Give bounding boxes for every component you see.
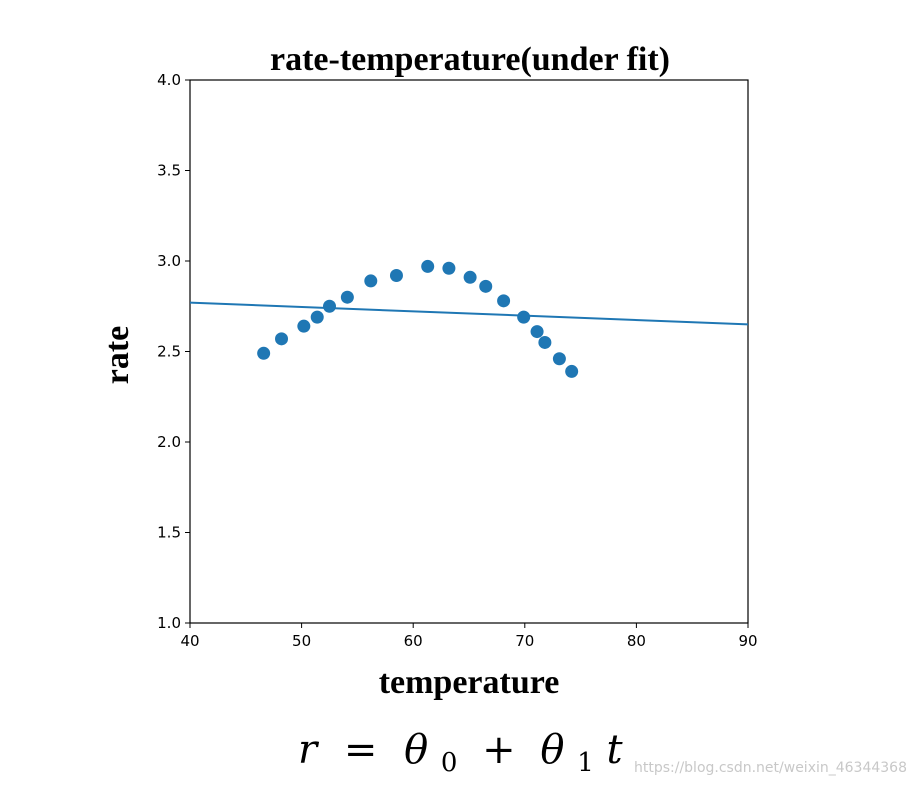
x-tick-label: 60 (404, 632, 423, 650)
chart-title: rate-temperature(under fit) (270, 41, 670, 78)
formula-t: t (606, 727, 623, 773)
formula-sub0: 0 (441, 748, 458, 778)
y-tick-label: 1.5 (157, 524, 181, 542)
formula-theta0: θ (404, 727, 428, 773)
x-tick-label: 90 (738, 632, 757, 650)
plot-frame (189, 79, 749, 624)
x-tick-label: 80 (627, 632, 646, 650)
data-point (463, 270, 477, 284)
data-point (442, 261, 456, 275)
x-tick-label: 40 (180, 632, 199, 650)
formula-theta1: θ (540, 727, 564, 773)
formula: r = θ 0 + θ 1 t (298, 727, 623, 781)
data-point (389, 268, 403, 282)
formula-equals: = (344, 727, 378, 773)
formula-plus: + (482, 727, 516, 773)
y-axis-label: rate (99, 326, 136, 385)
data-point (257, 346, 271, 360)
data-point (479, 279, 493, 293)
data-point (497, 294, 511, 308)
y-tick-label: 2.5 (157, 343, 181, 361)
watermark: https://blog.csdn.net/weixin_46344368 (634, 760, 907, 776)
data-point (323, 299, 336, 313)
data-point (517, 310, 531, 324)
data-point (364, 274, 378, 288)
y-tick-label: 3.0 (157, 252, 181, 270)
y-tick-label: 4.0 (157, 71, 181, 89)
data-point (565, 364, 579, 378)
data-point (530, 325, 544, 339)
points-group (257, 259, 579, 378)
y-tick-label: 3.5 (157, 162, 181, 180)
y-tick-label: 1.0 (157, 614, 181, 632)
formula-sub1: 1 (577, 748, 594, 778)
data-point (552, 352, 566, 366)
data-point (310, 310, 324, 324)
formula-r: r (298, 727, 320, 773)
plot-area (189, 79, 749, 624)
x-axis-label: temperature (379, 664, 560, 701)
x-tick-label: 70 (515, 632, 534, 650)
data-point (340, 290, 354, 304)
fit-line (189, 301, 749, 326)
data-point (297, 319, 311, 333)
fit-line-group (189, 301, 749, 326)
x-ticks: 40 50 60 70 80 90 (180, 623, 758, 650)
data-point (275, 332, 289, 346)
y-tick-label: 2.0 (157, 433, 181, 451)
x-tick-label: 50 (292, 632, 311, 650)
data-point (538, 335, 552, 349)
data-point (421, 259, 435, 273)
y-ticks: 1.0 1.5 2.0 2.5 3.0 3.5 4.0 (157, 71, 190, 632)
